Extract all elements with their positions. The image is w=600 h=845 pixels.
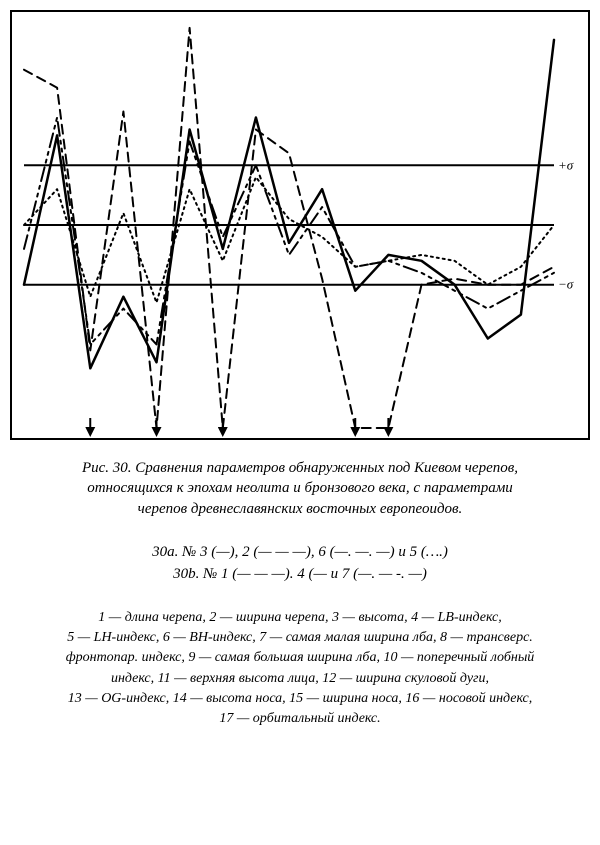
caption-line2: относящихся к эпохам неолита и бронзовог… [87,480,513,496]
legend-line3: фронтопар. индекс, 9 — самая большая шир… [66,650,535,665]
caption-line1: Рис. 30. Сравнения параметров обнаруженн… [82,460,518,476]
parameter-legend: 1 — длина черепа, 2 — ширина черепа, 3 —… [10,608,590,730]
series-key-line1: 30а. № 3 (—), 2 (— — —), 6 (—. —. —) и 5… [152,544,448,560]
legend-line2: 5 — LH-индекс, 6 — BH-индекс, 7 — самая … [67,630,533,645]
series-key-line2: 30b. № 1 (— — —). 4 (— и 7 (—. — -. —) [173,566,427,582]
svg-text:+σ: +σ [558,157,574,172]
chart-area: +σ −σ [10,10,590,440]
legend-line5: 13 — OG-индекс, 14 — высота носа, 15 — ш… [68,691,532,706]
legend-line6: 17 — орбитальный индекс. [219,711,380,726]
figure-caption: Рис. 30. Сравнения параметров обнаруженн… [10,458,590,519]
legend-line4: индекс, 11 — верхняя высота лица, 12 — ш… [111,671,489,686]
series-key-block: 30а. № 3 (—), 2 (— — —), 6 (—. —. —) и 5… [10,541,590,586]
line-chart-svg: +σ −σ [10,10,590,440]
svg-text:−σ: −σ [558,277,574,292]
legend-line1: 1 — длина черепа, 2 — ширина черепа, 3 —… [98,610,502,625]
caption-line3: черепов древнеславянских восточных европ… [138,501,463,517]
